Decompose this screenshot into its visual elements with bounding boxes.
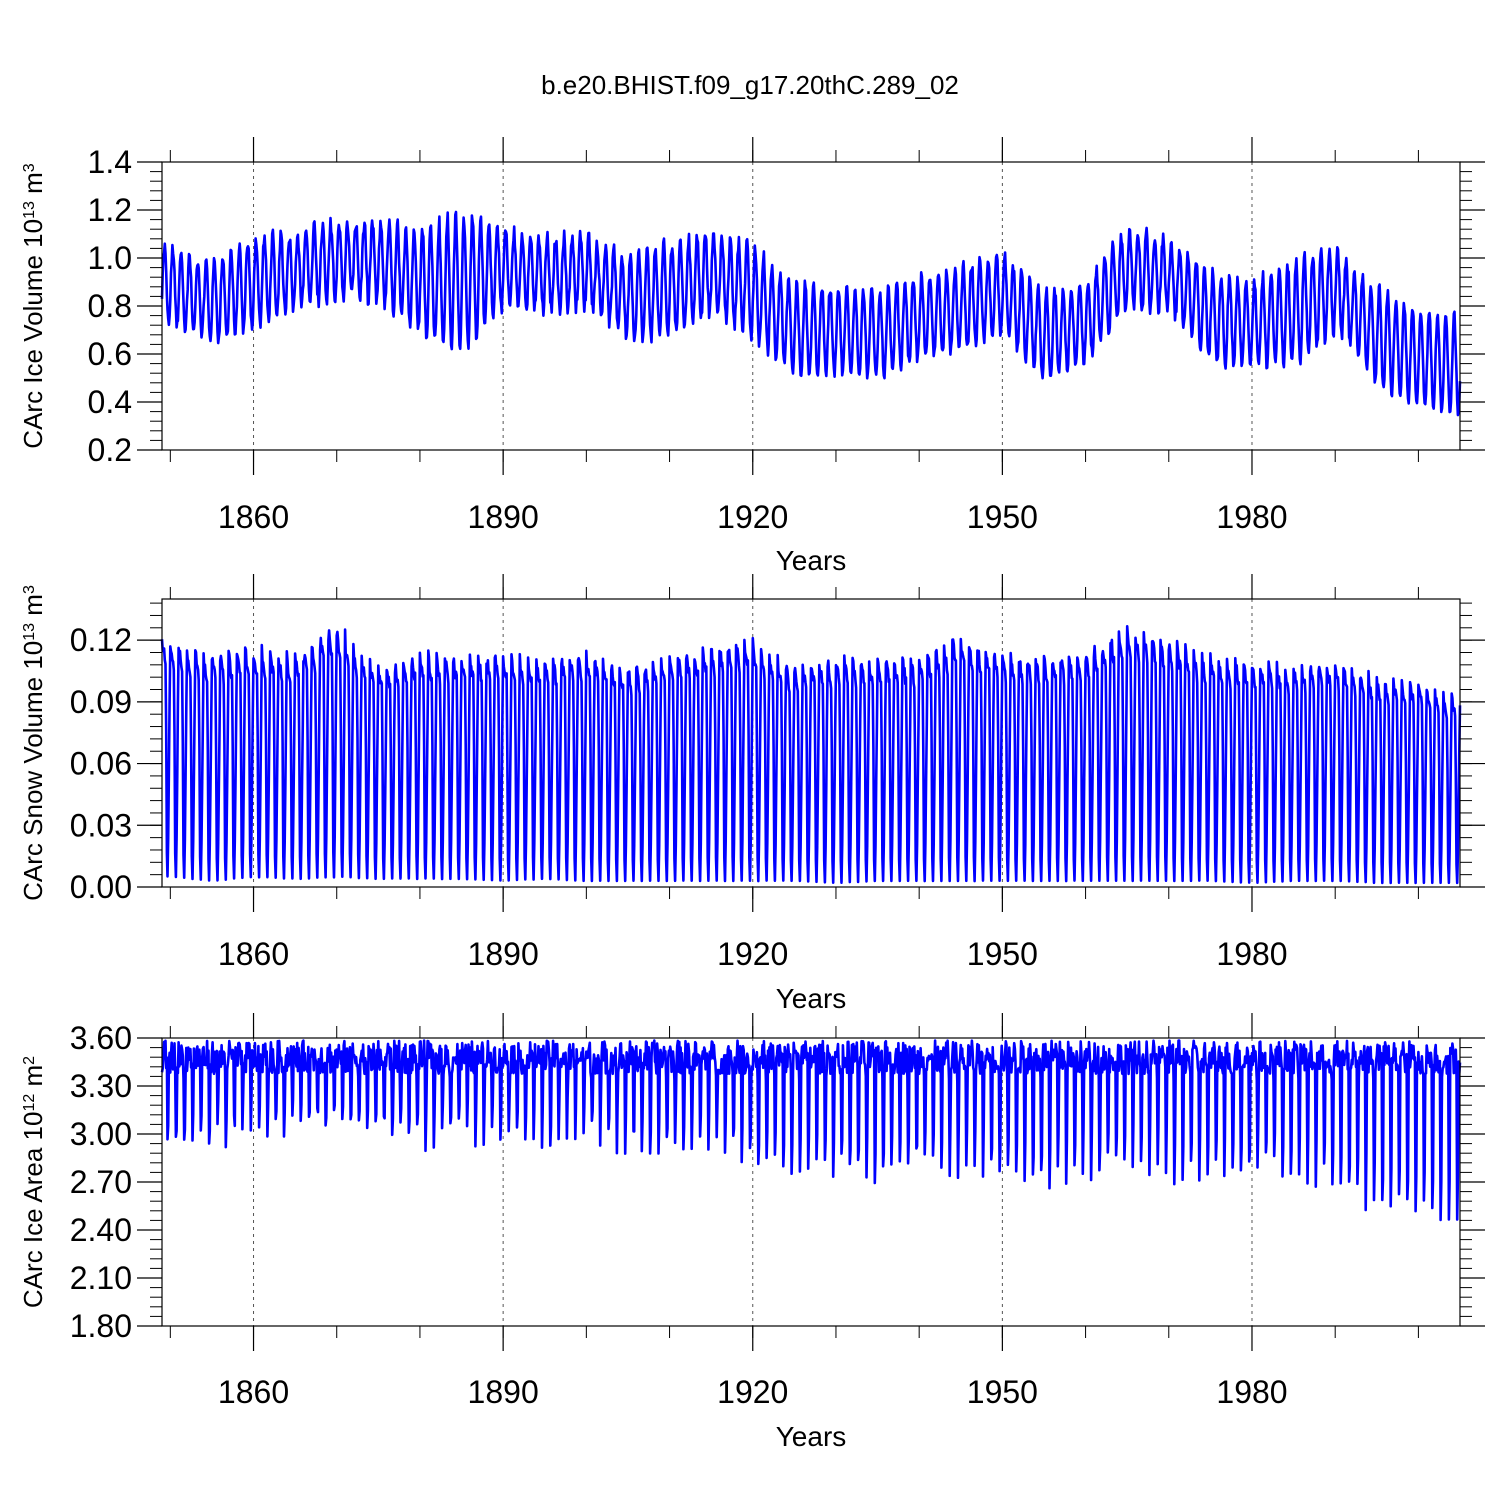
y-tick-label: 0.09: [70, 684, 132, 720]
y-axis-title-text: CArc Ice Area 10: [18, 1112, 48, 1309]
y-tick-label: 3.30: [70, 1068, 132, 1104]
y-axis-title-text: m: [18, 594, 48, 623]
y-tick-label: 0.6: [88, 336, 132, 372]
y-tick-label: 2.70: [70, 1164, 132, 1200]
y-tick-label: 0.03: [70, 807, 132, 843]
plot-frame: [161, 598, 1461, 888]
x-tick-label: 1980: [1216, 499, 1287, 535]
y-axis-title: CArc Ice Area 1012 m2: [18, 1056, 48, 1308]
x-tick-label: 1920: [717, 499, 788, 535]
y-axis-title-superscript: 2: [21, 1056, 38, 1065]
x-tick-label: 1860: [218, 1374, 289, 1410]
y-axis-title-superscript: 13: [21, 201, 38, 219]
x-tick-label: 1980: [1216, 1374, 1287, 1410]
y-axis-title-superscript: 3: [21, 163, 38, 172]
x-tick-label: 1950: [967, 936, 1038, 972]
y-tick-label: 0.8: [88, 288, 132, 324]
x-tick-label: 1860: [218, 936, 289, 972]
y-tick-label: 1.0: [88, 240, 132, 276]
y-tick-label: 1.2: [88, 192, 132, 228]
y-axis-title: CArc Snow Volume 1013 m3: [18, 585, 48, 901]
series-line: [160, 625, 1462, 885]
y-tick-label: 3.60: [70, 1020, 132, 1056]
y-tick-label: 1.80: [70, 1308, 132, 1344]
y-tick-label: 2.10: [70, 1260, 132, 1296]
x-axis-title: Years: [776, 545, 847, 576]
y-axis-title-text: m: [18, 1065, 48, 1094]
y-axis-title-superscript: 12: [21, 1094, 38, 1112]
series-line: [160, 210, 1462, 417]
x-tick-label: 1890: [468, 936, 539, 972]
y-tick-label: 0.2: [88, 432, 132, 468]
y-tick-label: 0.06: [70, 746, 132, 782]
y-axis-title-text: m: [18, 172, 48, 201]
chart-panel-3: 1.80 2.10 2.40 2.70 3.00 3.30 3.60 1860 1890 1920…: [18, 1013, 1485, 1452]
y-tick-label: 0.12: [70, 622, 132, 658]
y-tick-label: 0.00: [70, 869, 132, 905]
x-tick-label: 1920: [717, 1374, 788, 1410]
chart-panel-2: 0.00 0.03 0.06 0.09 0.12 1860 1890 1920 1950 1980…: [18, 574, 1485, 1014]
y-axis-title-superscript: 3: [21, 585, 38, 594]
figure-title: b.e20.BHIST.f09_g17.20thC.289_02: [541, 70, 959, 100]
y-axis-title: CArc Ice Volume 1013 m3: [18, 163, 48, 448]
chart-panel-1: 0.2 0.4 0.6 0.8 1.0 1.2 1.4 1860 1890 1920 1950 198…: [18, 137, 1485, 576]
x-tick-label: 1890: [468, 1374, 539, 1410]
x-axis-title: Years: [776, 983, 847, 1014]
x-tick-label: 1890: [468, 499, 539, 535]
y-tick-label: 0.4: [88, 384, 132, 420]
y-tick-label: 2.40: [70, 1212, 132, 1248]
x-tick-label: 1950: [967, 499, 1038, 535]
x-tick-label: 1980: [1216, 936, 1287, 972]
series-line: [160, 1039, 1462, 1222]
y-tick-label: 3.00: [70, 1116, 132, 1152]
y-axis-title-text: CArc Snow Volume 10: [18, 641, 48, 901]
y-tick-label: 1.4: [88, 144, 132, 180]
x-tick-label: 1860: [218, 499, 289, 535]
x-tick-label: 1920: [717, 936, 788, 972]
y-axis-title-text: CArc Ice Volume 10: [18, 219, 48, 449]
y-axis-title-superscript: 13: [21, 623, 38, 641]
x-tick-label: 1950: [967, 1374, 1038, 1410]
x-axis-title: Years: [776, 1421, 847, 1452]
